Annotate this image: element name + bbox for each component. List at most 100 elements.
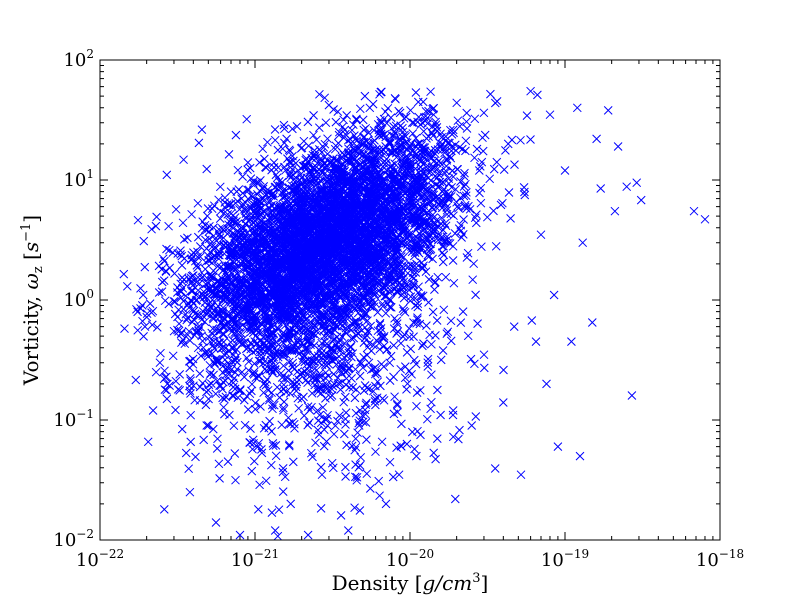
- data-point: [397, 217, 407, 226]
- data-point: [190, 256, 200, 266]
- data-point: [402, 154, 412, 164]
- data-point: [230, 232, 240, 242]
- data-point: [423, 250, 433, 260]
- data-point: [312, 135, 321, 145]
- data-point: [361, 308, 371, 318]
- data-point: [422, 207, 432, 217]
- data-point: [416, 191, 426, 201]
- data-point: [406, 105, 415, 115]
- data-point: [355, 104, 365, 114]
- data-point: [268, 206, 277, 216]
- data-point: [336, 343, 345, 353]
- data-point: [340, 166, 350, 176]
- data-point: [215, 474, 224, 483]
- data-point: [195, 279, 204, 288]
- data-point: [401, 112, 411, 122]
- data-point: [189, 315, 199, 324]
- data-point: [427, 128, 437, 138]
- data-point: [202, 211, 212, 221]
- data-point: [212, 325, 221, 335]
- data-point: [461, 146, 470, 156]
- data-point: [347, 125, 357, 135]
- data-point: [603, 106, 613, 115]
- data-point: [151, 221, 161, 231]
- data-point: [368, 145, 377, 155]
- data-point: [592, 134, 601, 144]
- data-point: [375, 250, 385, 259]
- data-point: [432, 434, 442, 443]
- data-point: [259, 206, 268, 216]
- data-point: [407, 234, 417, 244]
- data-point: [418, 291, 428, 301]
- data-point: [164, 299, 174, 309]
- data-point: [269, 328, 278, 338]
- data-point: [384, 286, 393, 296]
- data-point: [119, 269, 129, 279]
- data-point: [219, 350, 229, 359]
- data-point: [325, 229, 334, 238]
- data-point: [154, 261, 164, 271]
- data-point: [499, 165, 509, 174]
- data-point: [394, 106, 404, 116]
- data-point: [169, 297, 179, 306]
- data-point: [269, 226, 279, 236]
- data-point: [446, 153, 456, 163]
- data-point: [360, 91, 370, 101]
- data-point: [388, 218, 398, 228]
- data-point: [171, 204, 181, 214]
- data-point: [228, 211, 238, 220]
- data-point: [177, 261, 187, 270]
- data-point: [411, 133, 421, 143]
- data-point: [352, 114, 361, 124]
- data-point: [246, 327, 256, 337]
- data-point: [567, 337, 576, 346]
- data-point: [454, 203, 463, 213]
- data-point: [207, 328, 217, 338]
- data-point: [636, 195, 646, 205]
- data-point: [459, 191, 469, 201]
- data-point: [376, 179, 386, 189]
- data-point: [386, 351, 396, 361]
- data-point: [343, 135, 353, 145]
- data-point: [324, 182, 333, 192]
- data-point: [433, 235, 443, 245]
- data-point: [138, 316, 147, 326]
- data-point: [437, 133, 447, 142]
- data-point: [455, 121, 465, 131]
- data-point: [270, 278, 280, 288]
- data-point: [133, 325, 143, 335]
- data-point: [309, 130, 318, 140]
- data-point: [459, 182, 469, 191]
- data-point: [542, 379, 551, 389]
- data-point: [489, 206, 498, 216]
- data-point: [404, 159, 413, 169]
- data-point: [170, 297, 180, 307]
- data-point: [303, 530, 313, 540]
- data-point: [225, 217, 234, 227]
- data-point: [280, 138, 289, 148]
- data-point: [185, 487, 195, 497]
- data-point: [409, 211, 419, 221]
- data-point: [414, 139, 423, 149]
- data-point: [391, 148, 401, 158]
- data-point: [424, 184, 433, 194]
- data-point: [344, 148, 354, 157]
- data-point: [418, 97, 428, 107]
- data-point: [462, 108, 472, 118]
- data-point: [256, 176, 265, 185]
- data-point: [249, 176, 258, 186]
- data-point: [478, 133, 487, 143]
- data-point: [386, 206, 396, 215]
- data-point: [325, 215, 335, 225]
- data-point: [307, 257, 316, 267]
- data-point: [387, 148, 397, 157]
- data-point: [358, 179, 368, 189]
- data-point: [406, 164, 415, 173]
- data-point: [352, 115, 361, 125]
- data-point: [378, 260, 387, 270]
- data-point: [469, 259, 479, 269]
- data-point: [393, 169, 403, 179]
- data-point: [380, 251, 390, 260]
- data-point: [368, 230, 377, 240]
